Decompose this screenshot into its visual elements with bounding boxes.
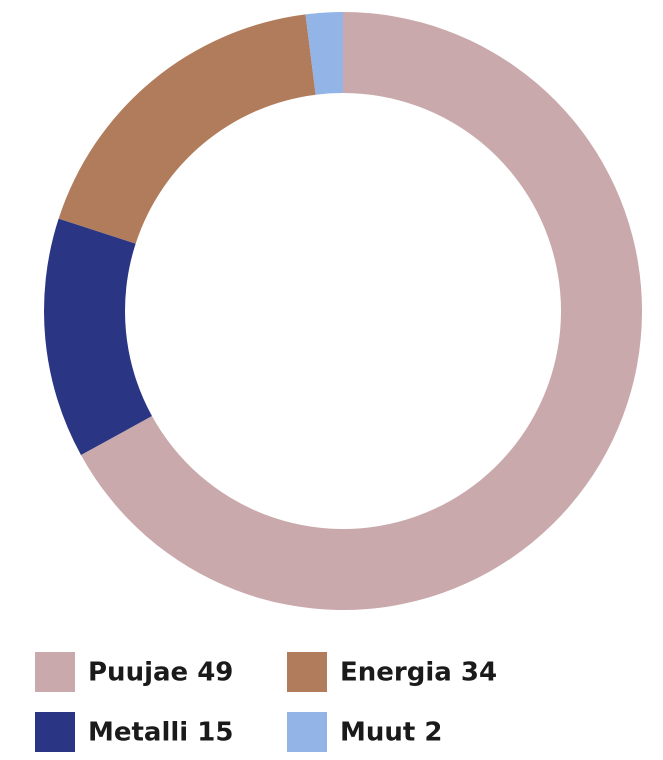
legend-label: Energia 34: [340, 658, 497, 688]
legend-swatch: [287, 652, 327, 692]
legend-swatch: [35, 712, 75, 752]
donut-slice: [305, 12, 343, 95]
donut-slice: [44, 218, 152, 456]
legend-swatch: [287, 712, 327, 752]
legend-label: Muut 2: [340, 718, 442, 748]
donut-slice: [58, 14, 316, 244]
legend-label: Puujae 49: [88, 658, 233, 688]
donut-slice: [80, 12, 642, 611]
legend-swatch: [35, 652, 75, 692]
legend-label: Metalli 15: [88, 718, 233, 748]
